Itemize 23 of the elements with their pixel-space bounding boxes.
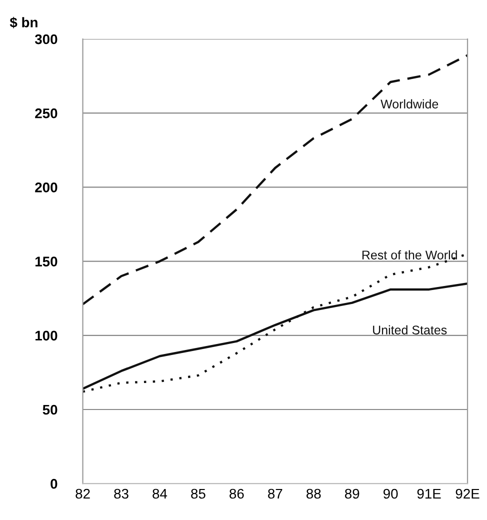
x-tick-label: 89 xyxy=(344,488,360,499)
x-tick-label: 84 xyxy=(152,488,168,499)
y-tick-label: 250 xyxy=(35,108,58,118)
series-label: Worldwide xyxy=(380,99,438,108)
text: United States xyxy=(373,325,447,334)
y-tick-label: 0 xyxy=(50,478,58,489)
x-tick-label: 91E xyxy=(417,488,441,499)
y-tick-label: 100 xyxy=(35,330,58,341)
x-tick-label: 92E xyxy=(456,488,480,499)
x-tick-label: 88 xyxy=(306,488,321,499)
x-tick-label: 83 xyxy=(114,488,128,499)
line-series xyxy=(82,54,468,306)
x-tick-label: 87 xyxy=(268,488,282,499)
series-label: Rest of the World xyxy=(362,250,457,260)
y-tick-label: 200 xyxy=(35,182,58,192)
x-tick-label: 86 xyxy=(230,488,244,499)
y-axis-title: $ bn xyxy=(10,16,38,28)
x-tick-label: 90 xyxy=(384,488,398,499)
y-tick-label: 150 xyxy=(35,256,58,266)
x-tick-label: 82 xyxy=(76,488,90,499)
x-tick-label: 85 xyxy=(191,488,206,499)
y-tick-label: 300 xyxy=(34,34,58,44)
y-tick-label: 50 xyxy=(42,404,58,415)
